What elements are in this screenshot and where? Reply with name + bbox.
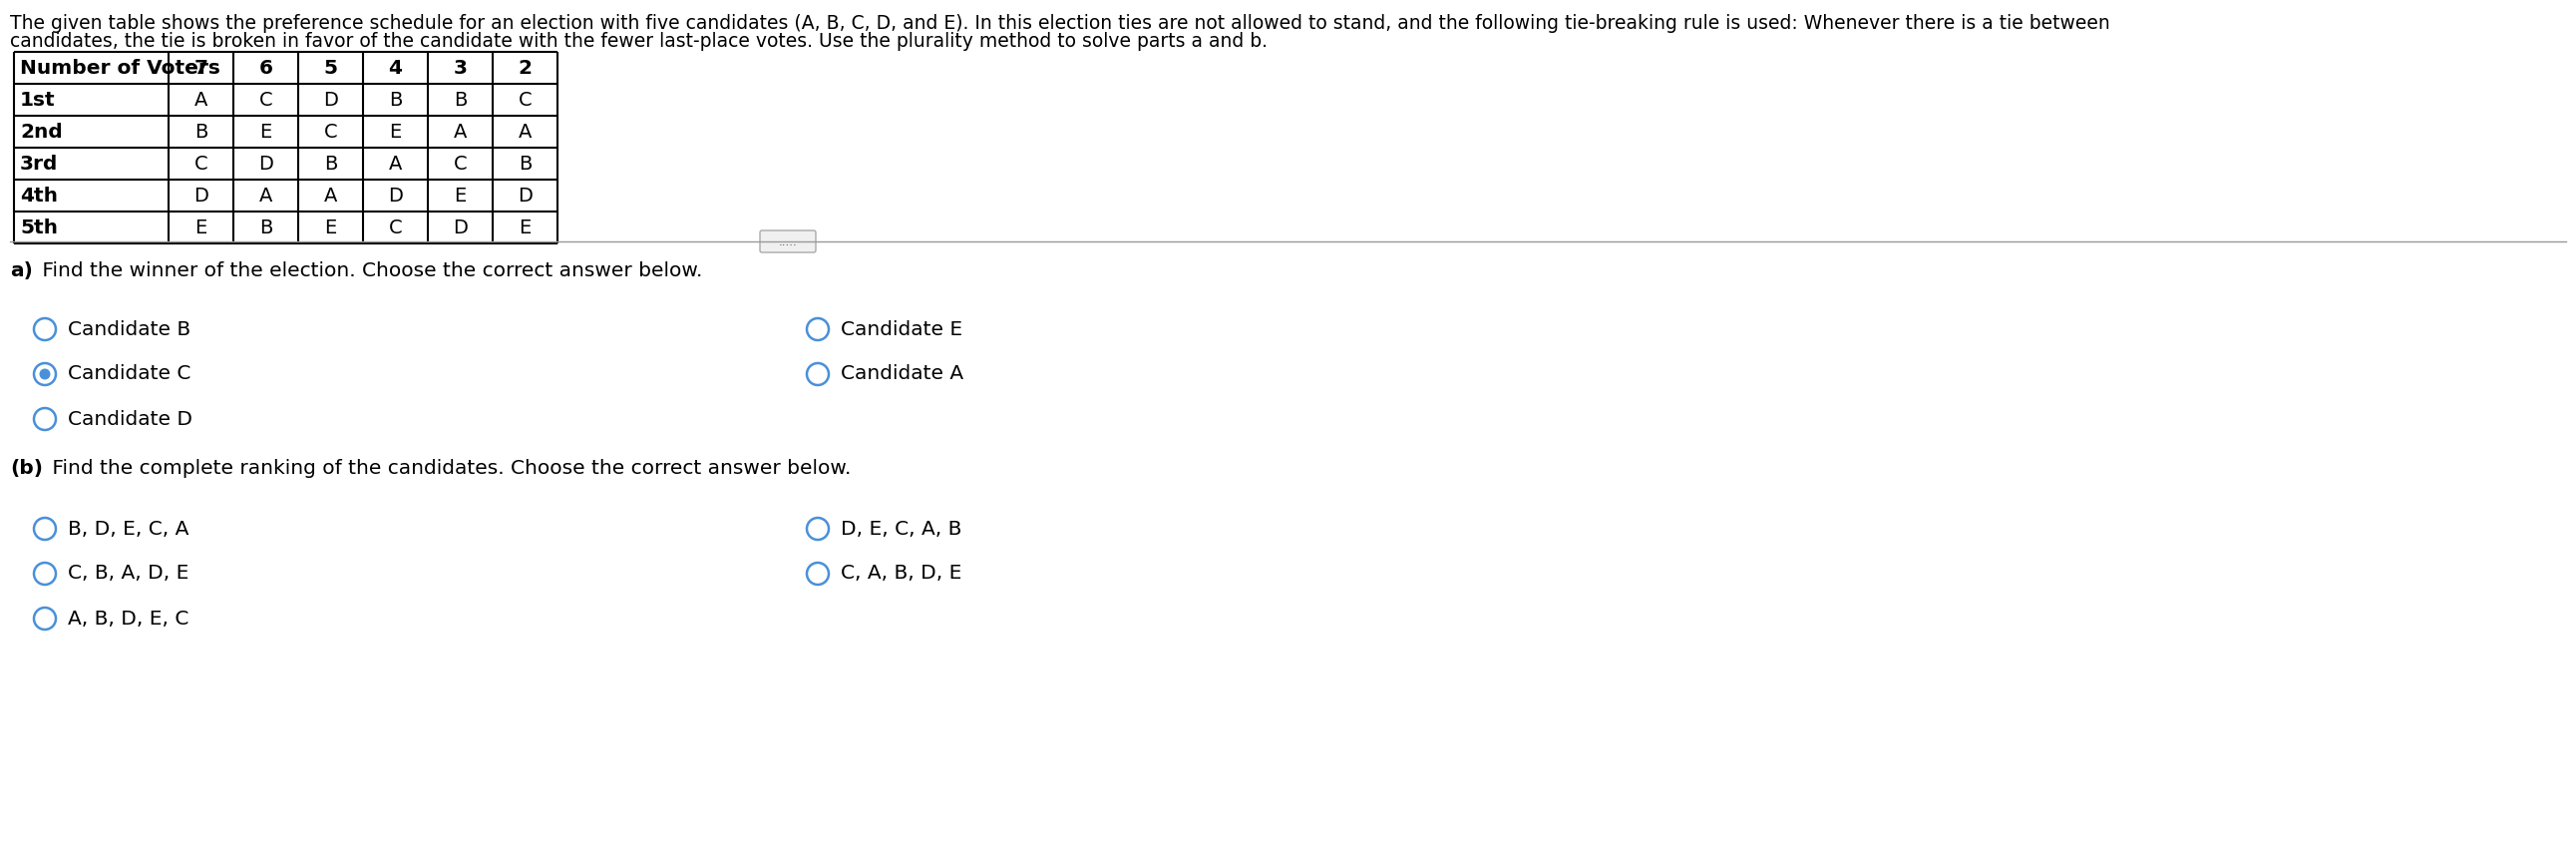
Text: A, B, D, E, C: A, B, D, E, C: [67, 609, 188, 628]
Text: 4: 4: [389, 58, 402, 77]
Text: 3: 3: [453, 58, 466, 77]
Text: Number of Voters: Number of Voters: [21, 58, 222, 77]
FancyBboxPatch shape: [760, 230, 817, 253]
Text: B: B: [260, 218, 273, 237]
Text: B: B: [325, 154, 337, 173]
Text: A: A: [389, 154, 402, 173]
Text: .....: .....: [778, 235, 796, 248]
Text: Find the winner of the election. Choose the correct answer below.: Find the winner of the election. Choose …: [36, 261, 703, 280]
Text: D, E, C, A, B: D, E, C, A, B: [840, 519, 961, 538]
Text: 5th: 5th: [21, 218, 57, 237]
Text: C, B, A, D, E: C, B, A, D, E: [67, 564, 188, 583]
Text: B: B: [193, 122, 209, 141]
Text: E: E: [518, 218, 531, 237]
Text: Candidate A: Candidate A: [840, 365, 963, 383]
Text: A: A: [325, 186, 337, 205]
Text: 3rd: 3rd: [21, 154, 59, 173]
Circle shape: [39, 368, 52, 380]
Text: A: A: [453, 122, 466, 141]
Text: Candidate E: Candidate E: [840, 320, 963, 339]
Text: 6: 6: [258, 58, 273, 77]
Text: C: C: [518, 90, 531, 109]
Text: A: A: [518, 122, 531, 141]
Text: Candidate C: Candidate C: [67, 365, 191, 383]
Text: E: E: [260, 122, 273, 141]
Text: 2nd: 2nd: [21, 122, 62, 141]
Text: D: D: [453, 218, 469, 237]
Text: E: E: [389, 122, 402, 141]
Text: E: E: [453, 186, 466, 205]
Text: C: C: [260, 90, 273, 109]
Text: A: A: [260, 186, 273, 205]
Text: 2: 2: [518, 58, 533, 77]
Text: E: E: [325, 218, 337, 237]
Text: D: D: [258, 154, 273, 173]
Text: candidates, the tie is broken in favor of the candidate with the fewer last-plac: candidates, the tie is broken in favor o…: [10, 32, 1267, 51]
Text: A: A: [193, 90, 209, 109]
Text: 7: 7: [193, 58, 209, 77]
Text: D: D: [389, 186, 402, 205]
Text: Candidate B: Candidate B: [67, 320, 191, 339]
Text: D: D: [322, 90, 337, 109]
Text: D: D: [518, 186, 533, 205]
Text: C: C: [389, 218, 402, 237]
Text: E: E: [196, 218, 206, 237]
Text: B: B: [518, 154, 531, 173]
Text: Find the complete ranking of the candidates. Choose the correct answer below.: Find the complete ranking of the candida…: [46, 459, 850, 477]
Text: 4th: 4th: [21, 186, 57, 205]
Text: B: B: [453, 90, 466, 109]
Text: B, D, E, C, A: B, D, E, C, A: [67, 519, 188, 538]
Text: a): a): [10, 261, 33, 280]
Text: 1st: 1st: [21, 90, 57, 109]
Text: C: C: [453, 154, 466, 173]
Text: B: B: [389, 90, 402, 109]
Text: (b): (b): [10, 459, 44, 477]
Text: C: C: [193, 154, 209, 173]
Text: C: C: [325, 122, 337, 141]
Text: C, A, B, D, E: C, A, B, D, E: [840, 564, 961, 583]
Text: Candidate D: Candidate D: [67, 409, 193, 428]
Text: 5: 5: [325, 58, 337, 77]
Text: D: D: [193, 186, 209, 205]
Text: The given table shows the preference schedule for an election with five candidat: The given table shows the preference sch…: [10, 14, 2110, 33]
